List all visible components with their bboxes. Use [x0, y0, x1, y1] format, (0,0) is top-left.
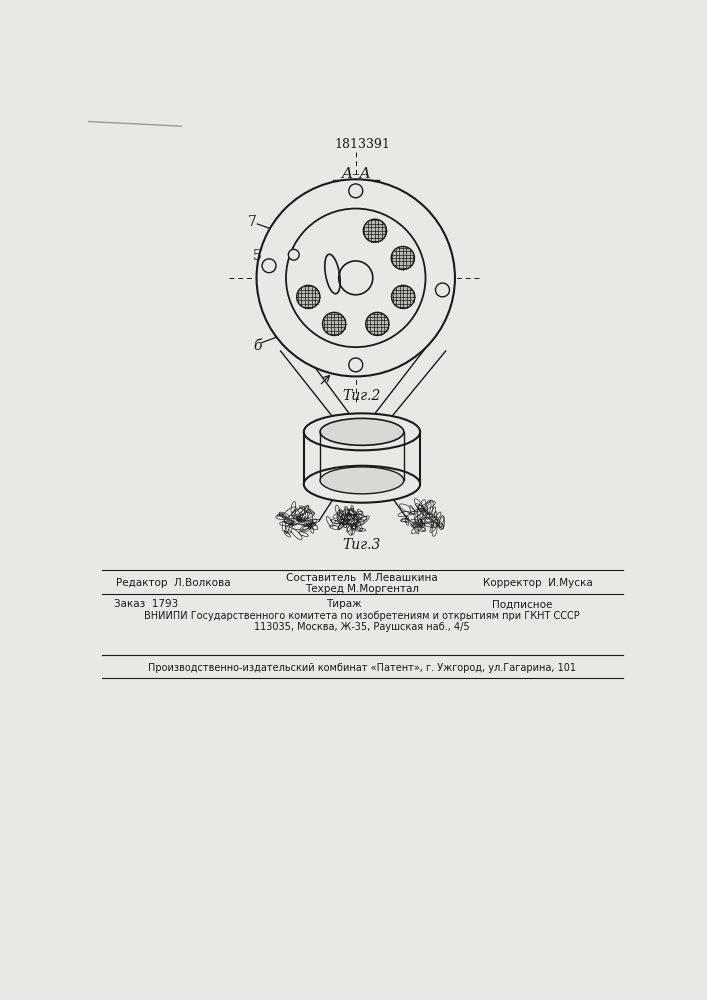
Circle shape — [392, 285, 415, 308]
Text: 5: 5 — [253, 249, 262, 263]
Ellipse shape — [320, 418, 404, 445]
Ellipse shape — [320, 467, 404, 494]
Circle shape — [349, 184, 363, 198]
Text: 1813391: 1813391 — [334, 138, 390, 151]
Text: Подписное: Подписное — [492, 599, 553, 609]
Circle shape — [322, 312, 346, 335]
Circle shape — [349, 358, 363, 372]
Text: 7: 7 — [248, 215, 257, 229]
Ellipse shape — [304, 413, 420, 450]
Text: Составитель  М.Левашкина: Составитель М.Левашкина — [286, 573, 438, 583]
Text: Техред М.Моргентал: Техред М.Моргентал — [305, 584, 419, 594]
Circle shape — [257, 179, 455, 376]
Circle shape — [363, 219, 387, 242]
Text: 113035, Москва, Ж-35, Раушская наб., 4/5: 113035, Москва, Ж-35, Раушская наб., 4/5 — [254, 622, 469, 632]
Text: Редактор  Л.Волкова: Редактор Л.Волкова — [117, 578, 231, 588]
Circle shape — [297, 285, 320, 308]
Circle shape — [366, 312, 389, 335]
Text: Заказ  1793: Заказ 1793 — [115, 599, 179, 609]
Ellipse shape — [304, 466, 420, 503]
Circle shape — [288, 249, 299, 260]
Circle shape — [262, 259, 276, 273]
Text: Τиг.2: Τиг.2 — [343, 389, 381, 403]
Circle shape — [391, 246, 414, 270]
Circle shape — [436, 283, 450, 297]
Circle shape — [286, 209, 426, 347]
Text: Тираж: Тираж — [327, 599, 362, 609]
Text: б: б — [253, 339, 262, 353]
Text: A–A: A–A — [341, 167, 370, 181]
Text: ВНИИПИ Государственного комитета по изобретениям и открытиям при ГКНТ СССР: ВНИИПИ Государственного комитета по изоб… — [144, 611, 580, 621]
Circle shape — [339, 261, 373, 295]
Text: Производственно-издательский комбинат «Патент», г. Ужгород, ул.Гагарина, 101: Производственно-издательский комбинат «П… — [148, 663, 576, 673]
Text: Τиг.3: Τиг.3 — [343, 538, 381, 552]
Text: Корректор  И.Муска: Корректор И.Муска — [483, 578, 592, 588]
